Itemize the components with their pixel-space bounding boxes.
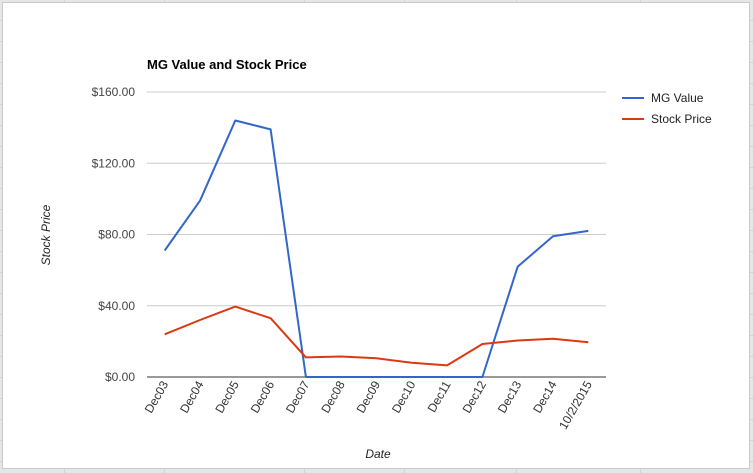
x-tick-label: Dec03 [142, 378, 172, 415]
y-tick-label: $160.00 [92, 85, 136, 99]
y-tick-label: $0.00 [105, 370, 135, 384]
series-line-stock-price[interactable] [164, 305, 589, 367]
x-tick-label: Dec08 [318, 378, 348, 415]
chart-title: MG Value and Stock Price [147, 57, 307, 72]
x-axis-label: Date [365, 447, 391, 461]
x-tick-label: Dec11 [425, 378, 454, 415]
x-tick-label: 10/2/2015 [556, 378, 595, 432]
legend: MG Value Stock Price [622, 91, 712, 126]
x-tick-label: Dec13 [495, 378, 525, 415]
y-tick-label: $120.00 [92, 156, 136, 170]
y-axis-tick-labels: $0.00 $40.00 $80.00 $120.00 $160.00 [92, 85, 136, 384]
legend-label: Stock Price [651, 112, 712, 126]
x-tick-label: Dec10 [389, 378, 419, 415]
x-tick-label: Dec05 [212, 378, 242, 415]
x-tick-label: Dec12 [460, 378, 490, 415]
x-tick-label: Dec04 [177, 378, 207, 415]
x-axis-tick-labels: Dec03 Dec04 Dec05 Dec06 Dec07 Dec08 Dec09 Dec10… [142, 378, 595, 432]
y-tick-label: $40.00 [98, 299, 135, 313]
y-tick-label: $80.00 [98, 228, 135, 242]
x-tick-label: Dec06 [248, 378, 278, 415]
series-line-mg-value[interactable] [163, 119, 589, 378]
legend-label: MG Value [651, 91, 704, 105]
x-tick-label: Dec07 [283, 378, 313, 415]
x-tick-label: Dec14 [530, 378, 560, 415]
y-axis-label: Stock Price [39, 204, 53, 265]
x-tick-label: Dec09 [354, 378, 384, 415]
series-lines [163, 119, 589, 378]
gridlines [147, 91, 606, 378]
